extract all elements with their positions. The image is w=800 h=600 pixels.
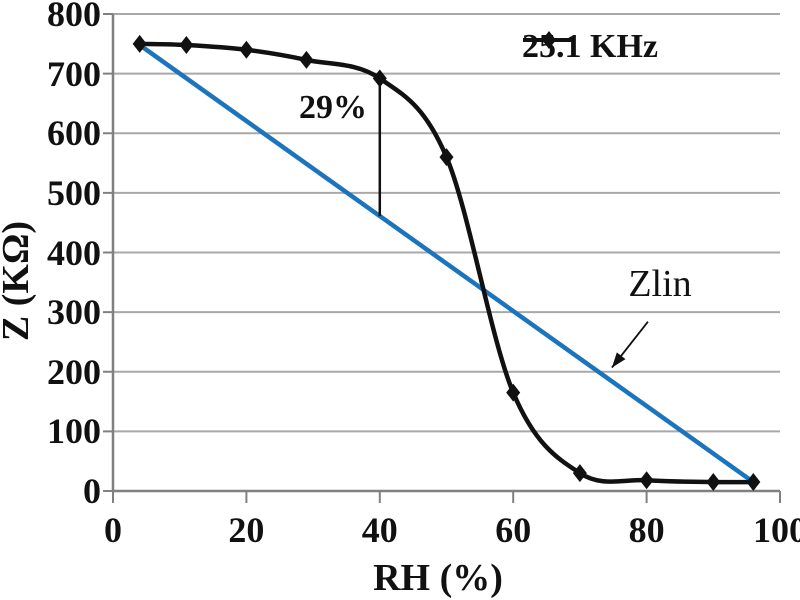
y-tick-label: 700 [47, 53, 101, 94]
y-axis-title: Z (KΩ) [0, 220, 37, 341]
x-tick-label: 100 [753, 510, 800, 550]
data-point-marker [439, 148, 454, 167]
legend-series-marker-icon [523, 31, 575, 49]
x-tick-label: 40 [361, 510, 398, 550]
x-tick-label: 80 [628, 510, 665, 550]
data-point-marker [299, 50, 314, 69]
drop-percentage-annotation: 29% [299, 89, 367, 126]
y-tick-label: 600 [47, 113, 101, 154]
y-tick-label: 800 [47, 0, 101, 34]
y-tick-label: 400 [47, 232, 101, 273]
data-point-marker [506, 383, 521, 402]
x-tick-label: 20 [228, 510, 265, 550]
data-point-marker [132, 34, 147, 53]
x-tick-label: 0 [104, 510, 122, 550]
data-point-marker [706, 473, 721, 492]
x-axis-title: RH (%) [373, 557, 503, 599]
zlin-line [137, 42, 756, 485]
y-tick-label: 500 [47, 172, 101, 213]
y-tick-label: 300 [47, 292, 101, 333]
y-tick-label: 0 [83, 471, 101, 511]
data-point-marker [372, 69, 387, 88]
data-point-marker [746, 473, 761, 492]
data-point-marker [639, 471, 654, 490]
x-tick-label: 60 [495, 510, 532, 550]
legend-series-label: 25.1 KHz [522, 28, 658, 65]
y-tick-label: 100 [47, 411, 101, 452]
zlin-annotation-label: Zlin [628, 263, 692, 305]
data-point-marker [572, 464, 587, 483]
legend: 25.1 KHz [522, 28, 658, 66]
y-tick-label: 200 [47, 351, 101, 392]
data-point-marker [239, 40, 254, 59]
data-point-marker [179, 36, 194, 55]
zlin-arrow-head [611, 352, 626, 368]
